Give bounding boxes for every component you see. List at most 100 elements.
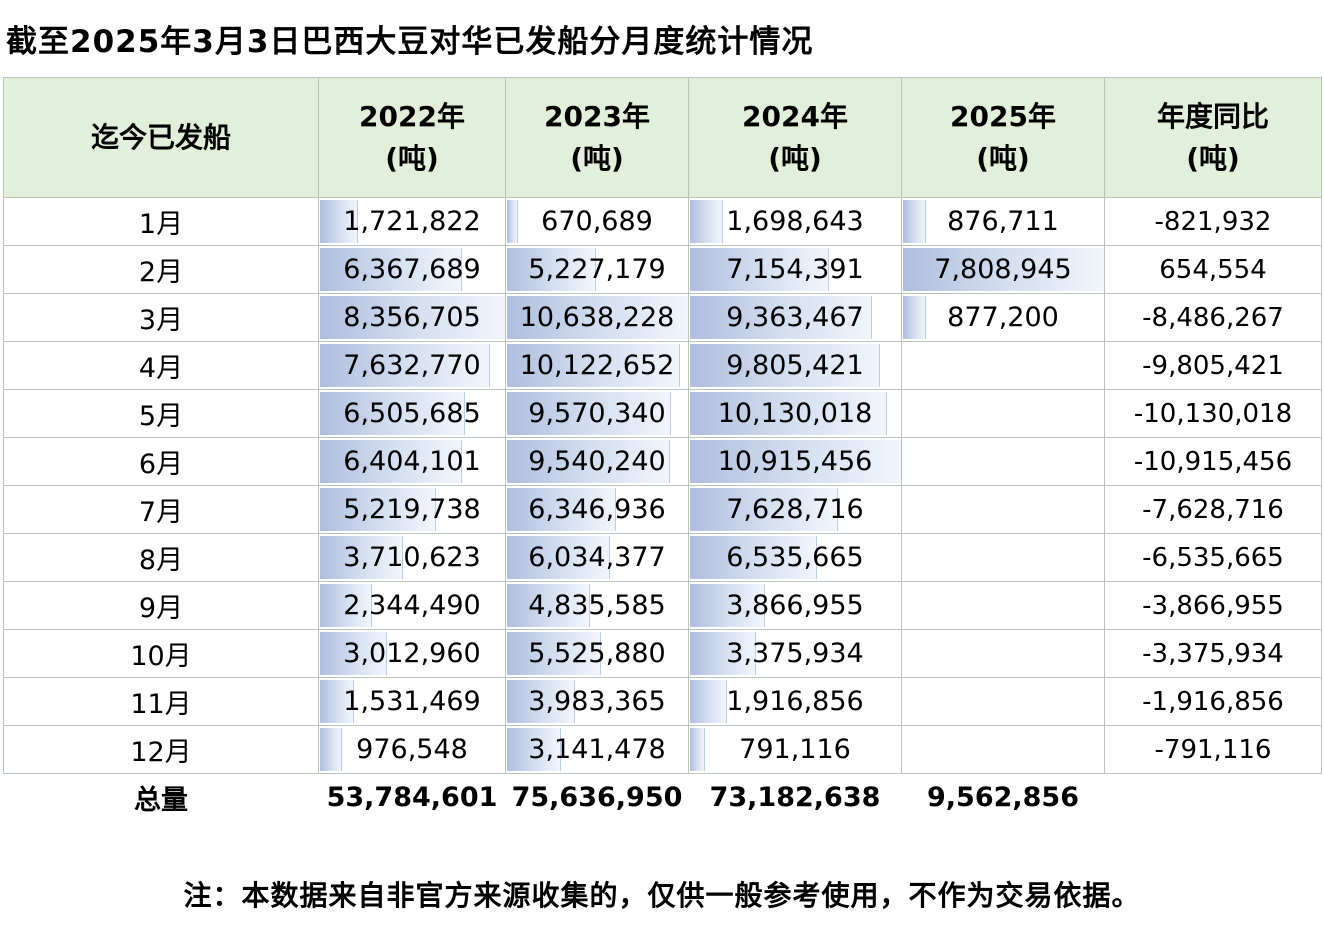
value-cell: 10,638,228 <box>505 293 689 342</box>
data-bar <box>690 392 887 435</box>
yoy-cell: -3,866,955 <box>1104 581 1322 630</box>
value-text: 3,141,478 <box>528 734 666 765</box>
value-cell <box>901 629 1105 678</box>
table-row: 1月 1,721,822 670,689 1,698,643 876,711 -821,9… <box>3 197 1322 246</box>
value-text: 5,227,179 <box>528 254 666 285</box>
totals-label: 总量 <box>3 773 319 822</box>
data-bar <box>320 248 462 291</box>
value-cell: 670,689 <box>505 197 689 246</box>
value-cell: 5,525,880 <box>505 629 689 678</box>
data-bar <box>507 680 576 723</box>
value-cell: 2,344,490 <box>318 581 506 630</box>
value-cell: 6,346,936 <box>505 485 689 534</box>
value-cell: 9,540,240 <box>505 437 689 486</box>
table-row: 4月 7,632,770 10,122,652 9,805,421 -9,805,421 <box>3 341 1322 390</box>
value-text: 5,219,738 <box>343 494 481 525</box>
column-header-label: 2024年 <box>742 99 848 133</box>
month-cell: 6月 <box>3 437 319 486</box>
table-row: 8月 3,710,623 6,034,377 6,535,665 -6,535,665 <box>3 533 1322 582</box>
data-bar <box>903 200 926 243</box>
header-row: 迄今已发船 2022年 (吨) 2023年 (吨) 2024年 (吨) 2025… <box>3 77 1322 198</box>
month-cell: 10月 <box>3 629 319 678</box>
data-bar <box>507 296 688 339</box>
value-cell: 1,721,822 <box>318 197 506 246</box>
value-cell: 3,983,365 <box>505 677 689 726</box>
value-text: 1,698,643 <box>726 206 864 237</box>
page-title: 截至2025年3月3日巴西大豆对华已发船分月度统计情况 <box>6 24 814 60</box>
value-text: 10,130,018 <box>717 398 873 429</box>
value-text: 670,689 <box>541 206 653 237</box>
value-cell: 1,698,643 <box>688 197 902 246</box>
value-text: 7,808,945 <box>934 254 1072 285</box>
data-bar <box>690 344 881 387</box>
month-cell: 9月 <box>3 581 319 630</box>
data-bar <box>320 728 342 771</box>
value-cell <box>901 677 1105 726</box>
yoy-cell: -10,915,456 <box>1104 437 1322 486</box>
value-text: 9,363,467 <box>726 302 864 333</box>
value-cell: 9,570,340 <box>505 389 689 438</box>
yoy-cell: -7,628,716 <box>1104 485 1322 534</box>
column-header-2025: 2025年 (吨) <box>901 77 1105 198</box>
table-row: 2月 6,367,689 5,227,179 7,154,391 7,808,945 65… <box>3 245 1322 294</box>
value-cell: 4,835,585 <box>505 581 689 630</box>
data-bar <box>507 488 616 531</box>
month-cell: 3月 <box>3 293 319 342</box>
value-text: 3,983,365 <box>528 686 666 717</box>
data-bar <box>690 296 872 339</box>
value-cell: 3,710,623 <box>318 533 506 582</box>
yoy-cell: -3,375,934 <box>1104 629 1322 678</box>
value-text: 876,711 <box>947 206 1059 237</box>
column-header-2022: 2022年 (吨) <box>318 77 506 198</box>
value-text: 791,116 <box>739 734 851 765</box>
month-cell: 11月 <box>3 677 319 726</box>
data-bar <box>690 248 829 291</box>
data-bar <box>320 440 463 483</box>
column-header-month: 迄今已发船 <box>3 77 319 198</box>
data-bar <box>320 584 373 627</box>
month-cell: 2月 <box>3 245 319 294</box>
totals-value-2024: 73,182,638 <box>688 773 902 822</box>
value-cell <box>901 485 1105 534</box>
value-text: 10,638,228 <box>519 302 675 333</box>
value-cell: 3,141,478 <box>505 725 689 774</box>
column-header-unit: (吨) <box>976 141 1030 175</box>
value-cell: 876,711 <box>901 197 1105 246</box>
data-bar <box>320 344 490 387</box>
data-bar <box>903 248 1104 291</box>
value-cell: 10,122,652 <box>505 341 689 390</box>
value-cell: 6,535,665 <box>688 533 902 582</box>
value-text: 10,122,652 <box>519 350 675 381</box>
value-cell: 7,154,391 <box>688 245 902 294</box>
value-cell <box>901 581 1105 630</box>
data-bar <box>507 728 561 771</box>
value-text: 6,034,377 <box>528 542 666 573</box>
data-bar <box>320 632 388 675</box>
value-text: 6,404,101 <box>343 446 481 477</box>
value-text: 7,632,770 <box>343 350 481 381</box>
data-bar <box>690 440 901 483</box>
data-bar <box>320 296 505 339</box>
data-bar <box>320 200 359 243</box>
data-bar <box>507 632 602 675</box>
value-cell: 6,505,685 <box>318 389 506 438</box>
value-cell: 976,548 <box>318 725 506 774</box>
value-cell: 3,012,960 <box>318 629 506 678</box>
column-header-unit: (吨) <box>385 141 439 175</box>
table-row: 12月 976,548 3,141,478 791,116 -791,116 <box>3 725 1322 774</box>
column-header-label: 2022年 <box>359 99 465 133</box>
data-bar <box>690 680 728 723</box>
data-bar <box>690 584 766 627</box>
value-text: 8,356,705 <box>343 302 481 333</box>
column-header-unit: (吨) <box>570 141 624 175</box>
value-cell: 1,531,469 <box>318 677 506 726</box>
value-text: 7,628,716 <box>726 494 864 525</box>
value-cell: 1,916,856 <box>688 677 902 726</box>
column-header-unit: (吨) <box>1186 141 1240 175</box>
totals-yoy <box>1104 773 1322 822</box>
value-cell: 10,130,018 <box>688 389 902 438</box>
value-cell <box>901 389 1105 438</box>
value-text: 1,721,822 <box>343 206 481 237</box>
value-cell <box>901 437 1105 486</box>
column-header-2023: 2023年 (吨) <box>505 77 689 198</box>
